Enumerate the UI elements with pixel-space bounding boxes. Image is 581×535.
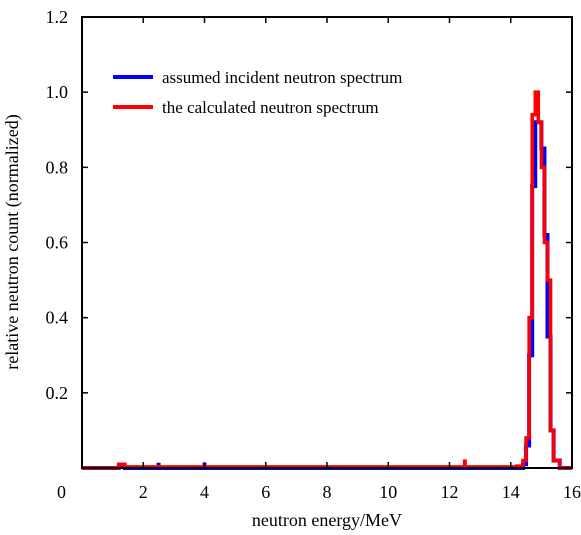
y-tick-label: 0.4 xyxy=(46,308,69,328)
legend-label-assumed: assumed incident neutron spectrum xyxy=(162,68,402,87)
legend-label-calculated: the calculated neutron spectrum xyxy=(162,98,379,117)
y-tick-label: 0.6 xyxy=(46,233,69,253)
x-tick-label: 14 xyxy=(502,482,520,502)
ticks-group: 0 2 4 6 8 10 12 14 16 0.2 0.4 0.6 0.8 1.0 1.2 xyxy=(46,7,581,502)
x-tick-label: 16 xyxy=(563,482,581,502)
x-tick-label: 2 xyxy=(139,482,148,502)
y-tick-label: 0.2 xyxy=(46,383,69,403)
y-axis-title: relative neutron count (normalized) xyxy=(2,114,23,369)
x-axis-title: neutron energy/MeV xyxy=(252,510,402,530)
series-line-assumed xyxy=(82,120,572,470)
x-tick-label: 6 xyxy=(261,482,270,502)
y-tick-label: 1.2 xyxy=(46,7,69,27)
series-line-calculated xyxy=(82,90,572,470)
x-tick-label: 4 xyxy=(200,482,209,502)
x-tick-label: 8 xyxy=(323,482,332,502)
x-tick-label: 12 xyxy=(441,482,459,502)
series-group xyxy=(82,90,572,470)
legend: assumed incident neutron spectrum the ca… xyxy=(113,68,402,117)
y-tick-label: 0.8 xyxy=(46,157,69,177)
y-tick-label: 1.0 xyxy=(46,82,69,102)
x-tick-label: 10 xyxy=(379,482,397,502)
x-tick-label: 0 xyxy=(57,482,66,502)
